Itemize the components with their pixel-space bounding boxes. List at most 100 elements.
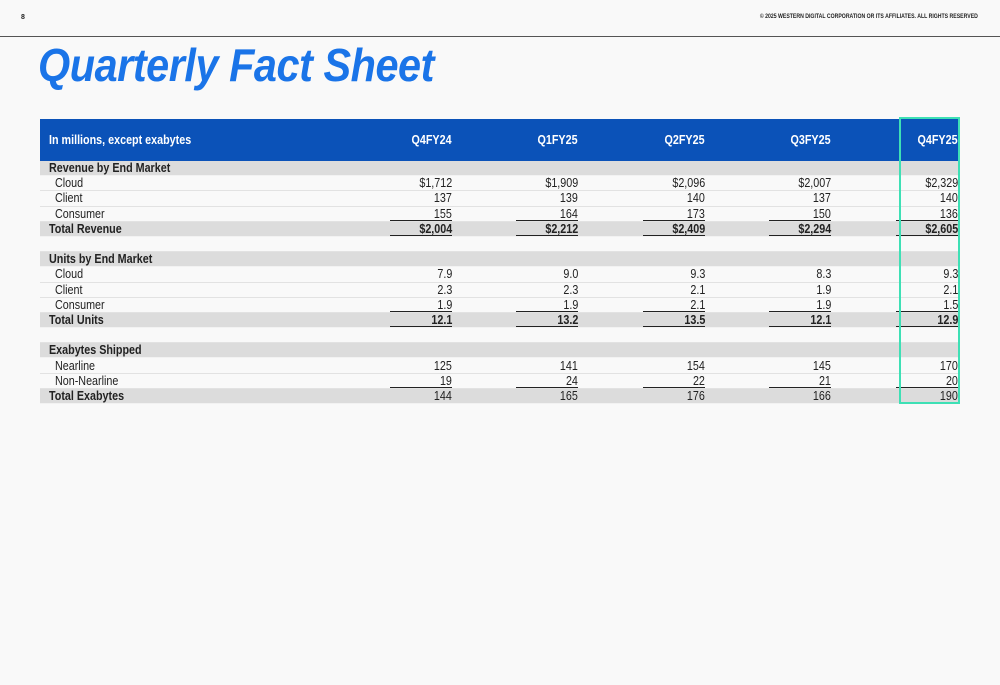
section-title: Revenue by End Market bbox=[49, 161, 190, 175]
value-cell: 155 bbox=[390, 206, 452, 221]
value-text: 2.1 bbox=[943, 282, 958, 297]
total-value-cell: $2,212 bbox=[516, 222, 578, 236]
value-cell: 8.3 bbox=[814, 267, 831, 281]
value-cell: 139 bbox=[557, 191, 578, 205]
total-value-cell: $2,294 bbox=[769, 222, 831, 236]
value-text: 136 bbox=[940, 206, 958, 221]
total-label: Total Revenue bbox=[49, 222, 134, 236]
value-text: 9.3 bbox=[943, 267, 958, 282]
value-cell: 2.1 bbox=[643, 297, 705, 312]
value-cell: 145 bbox=[810, 358, 831, 373]
value-text: 173 bbox=[687, 206, 705, 221]
value-text: 8.3 bbox=[816, 267, 831, 282]
copyright-notice: © 2025 WESTERN DIGITAL CORPORATION OR IT… bbox=[759, 13, 978, 20]
table-row: Client 137 139 140 137 140 bbox=[40, 191, 960, 207]
value-cell: $2,096 bbox=[667, 176, 705, 190]
subtotal-rule bbox=[516, 219, 578, 221]
total-value-cell: 13.2 bbox=[516, 313, 578, 328]
value-cell: 9.3 bbox=[941, 267, 958, 281]
value-cell: $2,329 bbox=[920, 176, 958, 190]
table-body: Revenue by End Market Cloud $1,712 $1,909 $2… bbox=[40, 161, 960, 404]
value-text: 139 bbox=[560, 191, 578, 206]
value-cell: 136 bbox=[896, 206, 958, 221]
section-title: Exabytes Shipped bbox=[49, 343, 157, 357]
value-text: $2,096 bbox=[672, 176, 705, 191]
total-value-text: $2,605 bbox=[925, 221, 958, 236]
value-cell: 137 bbox=[431, 191, 452, 205]
total-value-cell: 190 bbox=[937, 389, 958, 403]
total-value-cell: 12.9 bbox=[896, 313, 958, 328]
table-row: Cloud 7.9 9.0 9.3 8.3 9.3 bbox=[40, 267, 960, 283]
column-header: Q4FY25 bbox=[917, 133, 958, 147]
value-text: 137 bbox=[434, 191, 452, 206]
total-label-text: Total Exabytes bbox=[49, 388, 125, 403]
value-cell: 150 bbox=[769, 207, 831, 221]
section-header-row: Revenue by End Market bbox=[40, 161, 960, 177]
subtotal-rule bbox=[896, 310, 958, 312]
total-underline bbox=[769, 234, 831, 236]
value-text: 2.1 bbox=[690, 282, 705, 297]
row-label-text: Client bbox=[55, 191, 83, 206]
value-text: 2.3 bbox=[563, 282, 578, 297]
value-cell: 140 bbox=[684, 191, 705, 205]
header-divider bbox=[0, 36, 1000, 37]
value-cell: $2,007 bbox=[793, 176, 831, 190]
value-cell: 20 bbox=[896, 373, 958, 388]
total-underline bbox=[516, 326, 578, 328]
value-text: 2.3 bbox=[437, 282, 452, 297]
value-text: 9.3 bbox=[690, 267, 705, 282]
column-header: Q1FY25 bbox=[537, 133, 578, 147]
value-text: 20 bbox=[946, 373, 958, 388]
total-value-text: $2,004 bbox=[419, 221, 452, 236]
total-value-cell: 144 bbox=[431, 389, 452, 403]
value-text: 140 bbox=[687, 191, 705, 206]
subtotal-rule bbox=[769, 386, 831, 388]
table-row: Consumer 155 164 173 150 136 bbox=[40, 207, 960, 222]
page-number: 8 bbox=[21, 14, 25, 21]
value-cell: 1.9 bbox=[390, 298, 452, 312]
section-title: Units by End Market bbox=[49, 252, 169, 266]
subtotal-rule bbox=[643, 310, 705, 312]
total-underline bbox=[516, 234, 578, 236]
fact-sheet-table: In millions, except exabytes Q4FY24 Q1FY… bbox=[40, 119, 960, 404]
total-value-cell: 165 bbox=[557, 389, 578, 403]
subtotal-rule bbox=[769, 310, 831, 312]
value-cell: 141 bbox=[557, 358, 578, 373]
total-underline bbox=[390, 326, 452, 328]
section-title-text: Exabytes Shipped bbox=[49, 343, 142, 358]
value-text: 2.1 bbox=[690, 297, 705, 312]
total-value-cell: 12.1 bbox=[769, 313, 831, 328]
value-text: $2,007 bbox=[798, 176, 831, 191]
row-label: Client bbox=[55, 191, 87, 205]
value-text: 155 bbox=[434, 206, 452, 221]
subtotal-rule bbox=[390, 386, 452, 388]
row-label-text: Cloud bbox=[55, 267, 84, 282]
total-label: Total Units bbox=[49, 313, 113, 327]
value-text: 140 bbox=[940, 191, 958, 206]
subtotal-rule bbox=[896, 386, 958, 388]
table-header-row: In millions, except exabytes Q4FY24 Q1FY… bbox=[40, 119, 960, 161]
row-label: Cloud bbox=[55, 267, 88, 281]
value-text: $1,712 bbox=[419, 176, 452, 191]
total-underline bbox=[390, 234, 452, 236]
value-text: 7.9 bbox=[437, 267, 452, 282]
section-header-row: Units by End Market bbox=[40, 252, 960, 268]
row-label: Client bbox=[55, 283, 87, 297]
total-label-text: Total Units bbox=[49, 312, 104, 327]
spacer-row bbox=[40, 328, 960, 344]
total-value-text: 12.1 bbox=[431, 312, 452, 327]
subtotal-rule bbox=[896, 219, 958, 221]
value-cell: 1.9 bbox=[516, 298, 578, 312]
total-value-text: $2,409 bbox=[672, 221, 705, 236]
value-cell: $1,712 bbox=[414, 176, 452, 190]
subtotal-rule bbox=[643, 386, 705, 388]
total-value-cell: 166 bbox=[810, 389, 831, 403]
row-label-text: Consumer bbox=[55, 297, 105, 312]
value-cell: 24 bbox=[516, 374, 578, 388]
total-value-text: 13.5 bbox=[684, 312, 705, 327]
value-text: 170 bbox=[940, 358, 958, 373]
value-cell: 137 bbox=[810, 191, 831, 205]
value-cell: 1.9 bbox=[769, 298, 831, 312]
row-label-text: Cloud bbox=[55, 176, 84, 191]
value-text: 1.9 bbox=[816, 282, 831, 297]
